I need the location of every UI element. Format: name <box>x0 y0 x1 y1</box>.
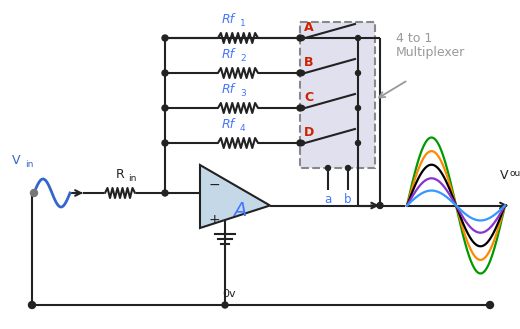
Text: 1: 1 <box>240 19 246 28</box>
Circle shape <box>162 70 168 76</box>
Text: V: V <box>12 154 20 167</box>
Circle shape <box>162 35 168 41</box>
Text: B: B <box>304 56 314 69</box>
Circle shape <box>487 301 493 309</box>
Text: in: in <box>128 174 136 183</box>
Text: Rf: Rf <box>222 13 235 26</box>
Text: 3: 3 <box>240 89 246 98</box>
Text: R: R <box>115 168 124 181</box>
Text: −: − <box>209 178 220 192</box>
Text: in: in <box>25 160 33 169</box>
Polygon shape <box>200 165 270 228</box>
FancyBboxPatch shape <box>300 22 375 168</box>
Circle shape <box>31 190 37 196</box>
Circle shape <box>345 165 350 170</box>
Text: A: A <box>233 201 246 220</box>
Circle shape <box>297 70 303 76</box>
Text: +: + <box>209 213 220 227</box>
Circle shape <box>356 106 360 111</box>
Circle shape <box>297 105 303 111</box>
Text: 4 to 1: 4 to 1 <box>396 32 432 45</box>
Text: D: D <box>304 126 314 139</box>
Text: A: A <box>304 21 314 34</box>
Circle shape <box>356 70 360 75</box>
Circle shape <box>356 140 360 145</box>
Circle shape <box>297 140 303 146</box>
Circle shape <box>326 165 331 170</box>
Text: 4: 4 <box>240 124 245 133</box>
Circle shape <box>300 36 305 40</box>
Circle shape <box>300 70 305 75</box>
Circle shape <box>162 105 168 111</box>
Text: Rf: Rf <box>222 83 235 96</box>
Text: b: b <box>344 193 352 206</box>
Text: 0v: 0v <box>222 289 236 299</box>
Text: Rf: Rf <box>222 48 235 61</box>
Circle shape <box>356 36 360 40</box>
Circle shape <box>377 203 383 209</box>
Text: out: out <box>509 169 520 179</box>
Circle shape <box>297 35 303 41</box>
Circle shape <box>300 140 305 145</box>
Text: V: V <box>500 169 509 182</box>
Circle shape <box>162 190 168 196</box>
Text: C: C <box>304 91 313 104</box>
Circle shape <box>162 140 168 146</box>
Circle shape <box>300 106 305 111</box>
Text: Multiplexer: Multiplexer <box>396 46 465 59</box>
Text: 2: 2 <box>240 54 245 63</box>
Text: a: a <box>324 193 332 206</box>
Text: Rf: Rf <box>222 118 235 131</box>
Circle shape <box>222 302 228 308</box>
Circle shape <box>29 301 35 309</box>
